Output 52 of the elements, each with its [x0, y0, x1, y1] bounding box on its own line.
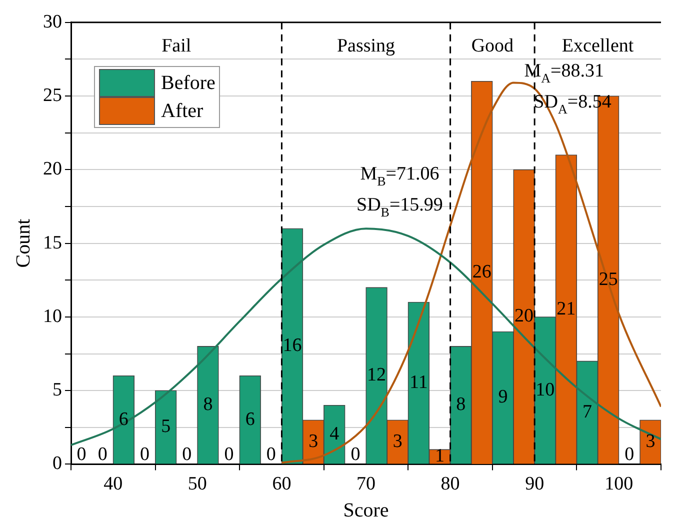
data-label: 10: [536, 379, 555, 400]
data-label: 0: [98, 444, 108, 466]
data-label: 7: [582, 401, 592, 422]
x-tick-label: 50: [188, 474, 207, 495]
data-label: 3: [308, 430, 318, 452]
data-label: 20: [514, 306, 534, 327]
y-tick-label: 25: [43, 85, 62, 106]
data-label: 0: [182, 444, 192, 466]
data-label: 8: [203, 394, 213, 416]
annotation: Fail: [162, 35, 192, 56]
y-tick-label: 0: [52, 453, 62, 474]
x-tick-label: 40: [104, 474, 123, 495]
data-label: 9: [498, 386, 508, 408]
data-label: 21: [556, 298, 576, 320]
annotation: Excellent: [562, 35, 634, 56]
annotation: Passing: [336, 35, 396, 56]
data-label: 25: [598, 268, 618, 290]
data-label: 6: [245, 408, 255, 430]
y-tick-label: 20: [43, 158, 62, 180]
data-label: 0: [140, 444, 150, 466]
x-tick-label: 70: [356, 474, 376, 495]
data-label: 0: [76, 444, 86, 466]
data-label: 6: [118, 408, 128, 430]
data-label: 4: [330, 423, 340, 444]
data-label: 8: [456, 394, 466, 416]
data-label: 1: [435, 446, 444, 467]
y-tick-label: 30: [43, 11, 62, 32]
legend-label: After: [161, 99, 204, 124]
line-series: [280, 82, 661, 464]
y-axis-title: Count: [12, 218, 34, 268]
data-label: 3: [392, 430, 402, 452]
data-label: 11: [410, 372, 428, 393]
data-label: 0: [350, 444, 360, 466]
x-axis-title: Score: [343, 499, 389, 522]
data-label: 16: [282, 335, 302, 356]
legend-label: Before: [161, 71, 216, 96]
data-label: 0: [266, 444, 276, 466]
x-tick-label: 80: [440, 474, 460, 495]
annotation: Good: [471, 35, 514, 56]
y-tick-label: 5: [52, 380, 62, 401]
x-tick-label: 90: [525, 474, 544, 495]
data-label: 0: [224, 444, 234, 466]
x-tick-label: 100: [604, 474, 634, 495]
x-tick-label: 60: [272, 474, 292, 495]
data-label: 0: [624, 444, 634, 466]
y-tick-label: 15: [43, 232, 62, 254]
line-series: [71, 228, 661, 446]
data-label: 26: [472, 261, 492, 282]
data-label: 5: [161, 416, 171, 438]
data-label: 3: [646, 430, 656, 452]
data-label: 12: [367, 364, 386, 386]
y-tick-label: 10: [43, 306, 62, 327]
